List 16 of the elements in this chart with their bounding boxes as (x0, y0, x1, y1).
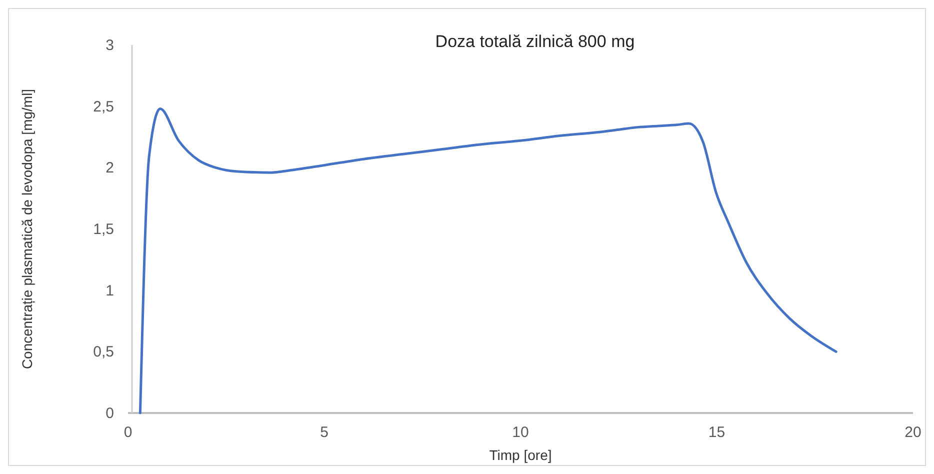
y-tick-label: 3 (106, 37, 114, 54)
y-tick-label: 0 (106, 405, 114, 422)
x-tick-label: 15 (708, 424, 726, 441)
x-tick-label: 0 (124, 424, 132, 441)
chart-title: Doza totală zilnică 800 mg (435, 32, 635, 51)
x-tick-label: 20 (904, 424, 922, 441)
y-axis-title: Concentrație plasmatică de levodopa [mg/ml] (19, 88, 35, 370)
y-tick-label: 0,5 (93, 344, 114, 361)
x-tick-label: 10 (512, 424, 529, 441)
y-tick-label: 1 (106, 282, 114, 300)
y-tick-label: 2 (106, 160, 114, 177)
y-tick-label: 2,5 (93, 98, 114, 116)
x-tick-label: 5 (320, 424, 328, 441)
x-axis-title: Timp [ore] (489, 447, 552, 463)
y-tick-label: 1,5 (93, 221, 114, 238)
line-series (138, 108, 838, 414)
